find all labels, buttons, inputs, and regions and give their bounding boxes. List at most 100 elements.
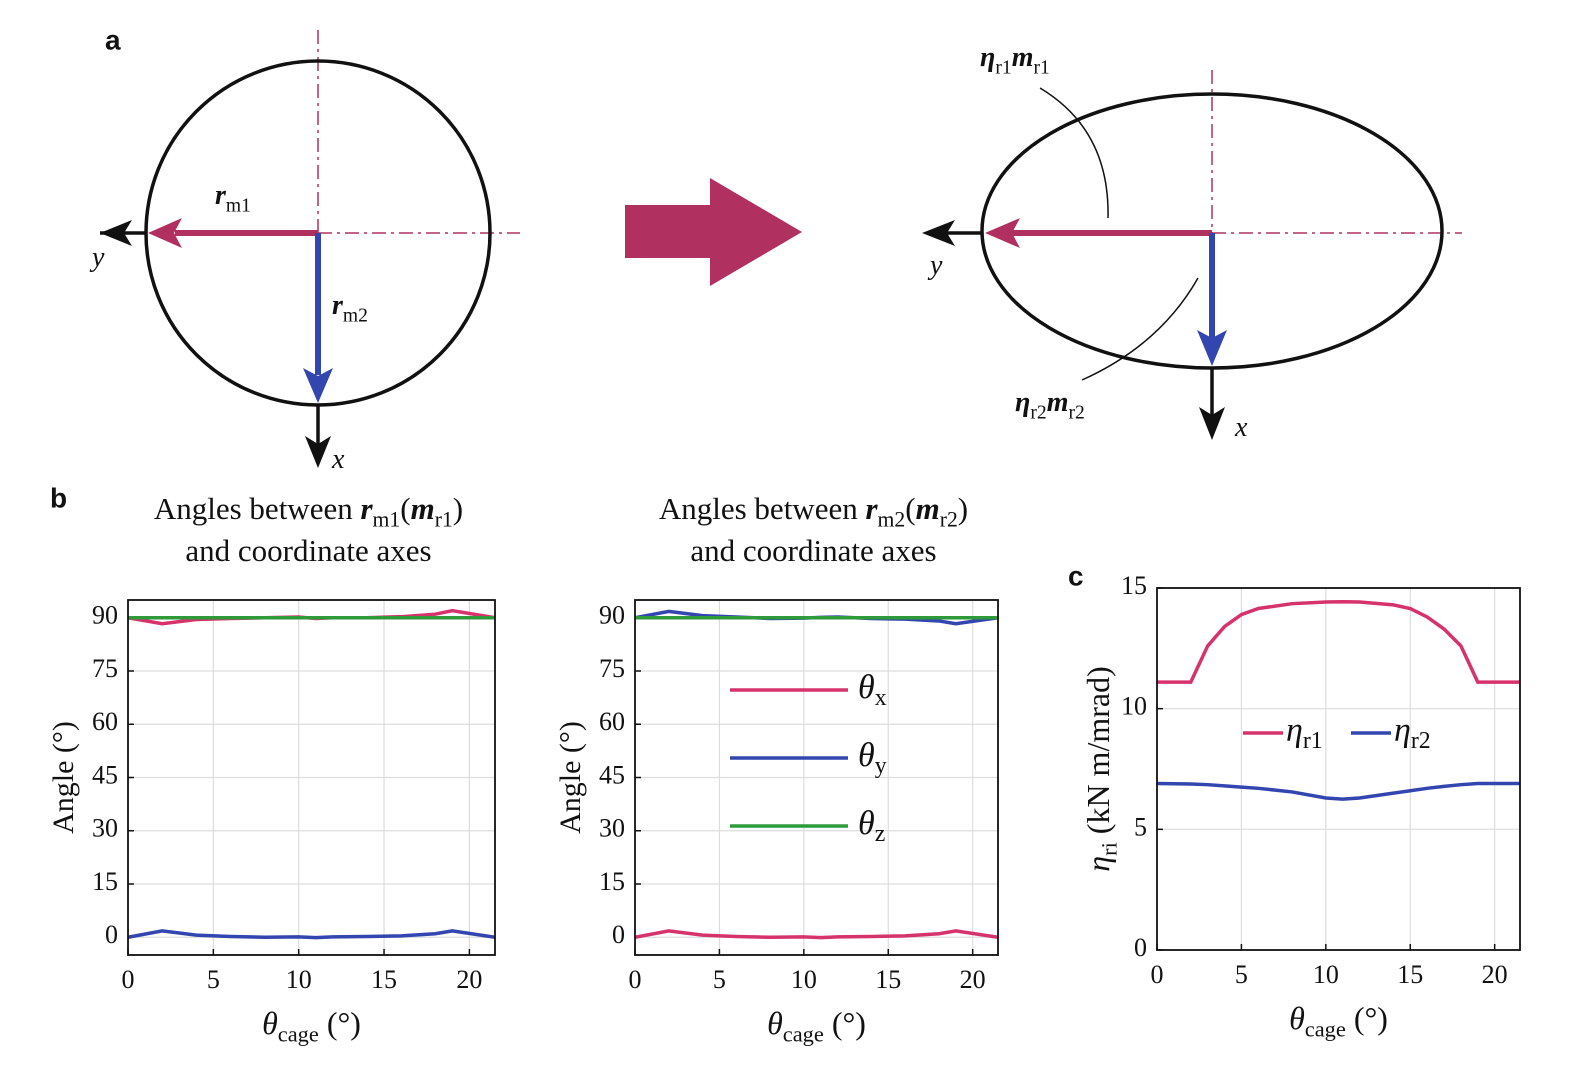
legend-label: ηr1 xyxy=(1286,712,1323,755)
plot-frame xyxy=(634,599,999,956)
x-tick-label: 10 xyxy=(791,965,817,994)
text-segment: m2 xyxy=(878,507,906,531)
text-segment: r xyxy=(332,290,344,321)
text-segment: η xyxy=(1286,712,1303,749)
y-tick-label: 90 xyxy=(92,601,118,630)
arrowhead xyxy=(1199,407,1225,440)
x-tick-label: 15 xyxy=(875,965,901,994)
panel-label: b xyxy=(50,482,67,513)
text-segment: y xyxy=(927,250,943,281)
text-segment: m xyxy=(916,491,940,526)
x-tick-label: 20 xyxy=(960,965,986,994)
legend-label: θz xyxy=(858,805,885,848)
y-tick-label: 90 xyxy=(599,601,625,630)
x-axis-label: θcage (°) xyxy=(767,1005,866,1046)
text-segment: r1 xyxy=(995,57,1011,78)
text-segment: r xyxy=(360,491,373,526)
leader-line xyxy=(1081,277,1199,381)
x-tick-label: 20 xyxy=(456,965,482,994)
chart-title: Angles between rm2(mr2) xyxy=(659,491,968,531)
text-segment: η xyxy=(1394,712,1411,749)
text-segment: r2 xyxy=(1068,402,1084,423)
y-axis-label: ηri (kN m/mrad) xyxy=(1080,666,1121,872)
text-segment: r2 xyxy=(1411,729,1431,755)
text-segment: y xyxy=(89,242,105,273)
axis-name: x xyxy=(331,444,345,475)
series-line xyxy=(1156,781,1520,801)
text-segment: Angle (°) xyxy=(47,721,80,834)
text-segment: θ xyxy=(767,1005,783,1041)
text-segment: θ xyxy=(858,805,875,842)
x-tick-label: 15 xyxy=(371,965,397,994)
x-tick-label: 20 xyxy=(1482,960,1508,989)
text-segment: η xyxy=(1015,387,1030,418)
text-segment: m1 xyxy=(226,195,251,216)
text-segment: ri xyxy=(1097,842,1122,856)
y-tick-label: 5 xyxy=(1134,812,1147,841)
chart-title: Angles between rm1(mr1) xyxy=(154,491,463,531)
x-tick-label: 0 xyxy=(122,965,135,994)
y-tick-label: 15 xyxy=(1121,571,1147,600)
axis-name: y xyxy=(89,242,105,273)
arrowhead xyxy=(922,220,955,246)
text-segment: z xyxy=(875,822,886,848)
text-segment: Angles between xyxy=(659,491,866,526)
ellipse-diagram xyxy=(922,70,1462,440)
text-segment: ) xyxy=(453,491,463,526)
chart-title: and coordinate axes xyxy=(690,533,936,568)
text-segment: cage xyxy=(1305,1017,1346,1042)
text-segment: cage xyxy=(783,1022,824,1047)
arrowhead xyxy=(148,218,182,248)
series-line xyxy=(1157,600,1520,684)
y-tick-label: 45 xyxy=(599,760,625,789)
text-segment: r2 xyxy=(1030,402,1046,423)
vector-label: ηr2mr2 xyxy=(1015,387,1085,422)
text-segment: r1 xyxy=(1033,57,1049,78)
text-segment: (kN m/mrad) xyxy=(1080,666,1116,842)
x-tick-label: 0 xyxy=(629,965,642,994)
plot-frame xyxy=(127,599,496,956)
x-tick-label: 0 xyxy=(1151,960,1164,989)
y-tick-label: 30 xyxy=(92,814,118,843)
text-segment: (°) xyxy=(824,1005,866,1041)
text-segment: Angle (°) xyxy=(554,721,587,834)
text-segment: m xyxy=(411,491,435,526)
axis-name: x xyxy=(1234,412,1248,443)
text-segment: r1 xyxy=(435,507,453,531)
text-segment: m1 xyxy=(373,507,401,531)
panel-label: c xyxy=(1068,560,1084,591)
y-tick-label: 0 xyxy=(105,920,118,949)
text-segment: m xyxy=(1012,42,1034,73)
x-tick-label: 10 xyxy=(1313,960,1339,989)
arrowhead xyxy=(985,218,1020,248)
text-segment: r xyxy=(865,491,878,526)
text-segment: x xyxy=(1234,412,1248,443)
arrowhead xyxy=(100,220,132,246)
series-line xyxy=(634,929,999,940)
vector-label: rm2 xyxy=(332,290,368,325)
arrowhead xyxy=(303,368,333,403)
y-axis-label: Angle (°) xyxy=(554,721,587,834)
legend-label: ηr2 xyxy=(1394,712,1431,755)
x-tick-label: 5 xyxy=(207,965,220,994)
x-axis-label: θcage (°) xyxy=(1289,1000,1388,1041)
text-segment: cage xyxy=(278,1022,319,1047)
y-tick-label: 75 xyxy=(599,654,625,683)
x-axis-label: θcage (°) xyxy=(262,1005,361,1046)
y-axis-label: Angle (°) xyxy=(47,721,80,834)
text-segment: ( xyxy=(400,491,410,526)
text-segment: θ xyxy=(858,669,875,706)
text-segment: r1 xyxy=(1303,729,1323,755)
text-segment: m2 xyxy=(343,305,368,326)
plot-frame xyxy=(1156,587,1521,951)
y-tick-label: 0 xyxy=(612,920,625,949)
legend-label: θy xyxy=(858,737,887,780)
text-segment: θ xyxy=(1289,1000,1305,1036)
chart-title: and coordinate axes xyxy=(185,533,431,568)
text-segment: η xyxy=(1080,856,1116,872)
arrowhead xyxy=(1197,330,1227,366)
legend-label: θx xyxy=(858,669,887,712)
y-tick-label: 45 xyxy=(92,760,118,789)
text-segment: (°) xyxy=(1346,1000,1388,1036)
y-tick-label: 15 xyxy=(92,867,118,896)
